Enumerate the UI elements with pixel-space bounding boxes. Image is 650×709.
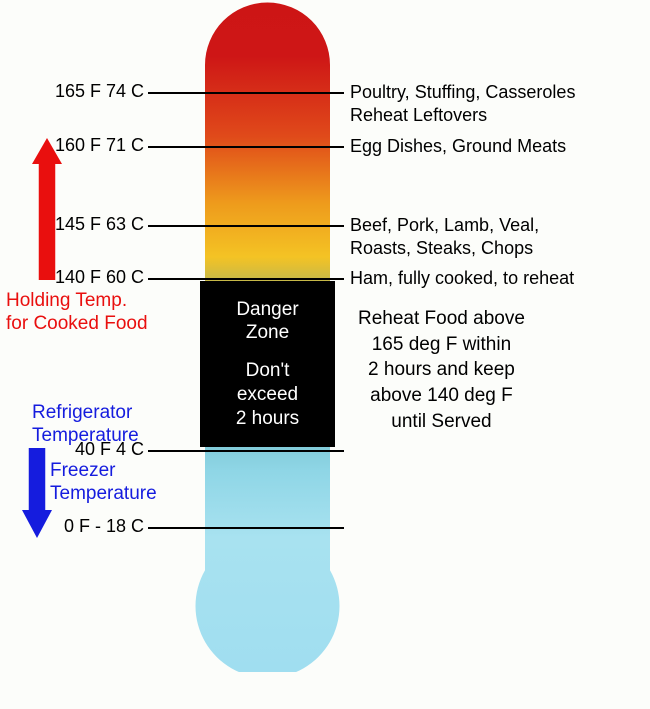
tick-label: 0 F - 18 C [64,516,144,537]
food-label: Beef, Pork, Lamb, Veal, Roasts, Steaks, … [350,214,539,259]
food-label: Egg Dishes, Ground Meats [350,135,566,158]
tick-line [148,450,344,452]
tick-line [148,225,344,227]
danger-zone-title: Danger Zone [200,298,335,346]
tick-line [148,527,344,529]
tick-line [148,278,344,280]
arrow-up-icon [22,136,72,284]
freezer-label: Freezer Temperature [50,460,157,506]
food-label: Ham, fully cooked, to reheat [350,267,574,290]
tick-label: 165 F 74 C [55,81,144,102]
danger-zone-box: Danger Zone Don't exceed 2 hours [200,281,335,447]
danger-zone-warning: Don't exceed 2 hours [200,359,335,430]
tick-line [148,92,344,94]
thermometer-diagram: 165 F 74 C Poultry, Stuffing, Casseroles … [0,0,650,709]
reheat-instructions: Reheat Food above 165 deg F within 2 hou… [358,306,525,434]
food-label: Poultry, Stuffing, Casseroles Reheat Lef… [350,81,575,126]
holding-temp-label: Holding Temp. for Cooked Food [6,290,148,336]
tick-line [148,146,344,148]
refrigerator-label: Refrigerator Temperature [32,402,139,448]
